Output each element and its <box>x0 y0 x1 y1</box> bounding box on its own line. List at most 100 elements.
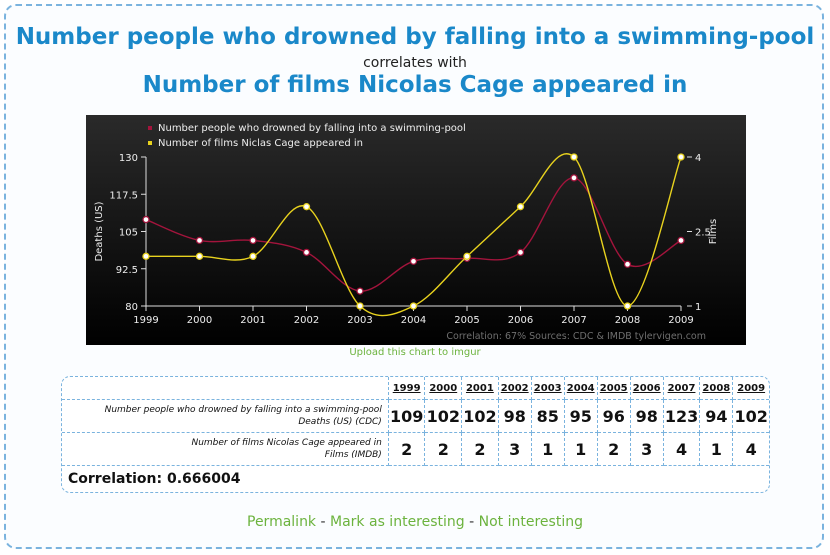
year-header-row: 1999 2000 2001 2002 2003 2004 2005 2006 2007 2008… <box>62 377 769 400</box>
x-tick-label: 2005 <box>454 315 479 326</box>
row-label: Number people who drowned by falling int… <box>62 399 389 433</box>
y2-tick-label: 4 <box>695 153 701 164</box>
table-cell: 96 <box>597 399 631 433</box>
table-cell: 95 <box>564 399 598 433</box>
x-tick-label: 2002 <box>294 315 319 326</box>
title-variable-1: Number people who drowned by falling int… <box>15 24 815 50</box>
table-cell: 1 <box>564 432 598 466</box>
legend-swatch <box>148 126 152 130</box>
table-cell: 3 <box>630 432 664 466</box>
permalink-link[interactable]: Permalink <box>247 514 317 530</box>
row-label: Number of films Nicolas Cage appeared in… <box>62 432 389 466</box>
table-cell: 98 <box>498 399 532 433</box>
year-header-2006: 2006 <box>630 377 664 400</box>
data-point <box>249 252 257 260</box>
x-tick-label: 2009 <box>668 315 693 326</box>
year-header-2008: 2008 <box>699 377 734 400</box>
data-point <box>409 257 418 265</box>
not-interesting-link[interactable]: Not interesting <box>478 514 583 530</box>
data-point <box>570 153 578 161</box>
x-tick-label: 2007 <box>561 315 586 326</box>
data-table: 1999 2000 2001 2002 2003 2004 2005 2006 2007 2008… <box>61 376 770 493</box>
y-tick-label: 92.5 <box>116 265 138 276</box>
data-point <box>623 260 632 268</box>
mark-interesting-link[interactable]: Mark as interesting <box>330 514 465 530</box>
legend-label: Number people who drowned by falling int… <box>158 123 466 134</box>
legend-label: Number of films Niclas Cage appeared in <box>158 138 363 149</box>
table-cell: 1 <box>531 432 565 466</box>
data-point <box>570 174 578 182</box>
link-separator: - <box>320 514 326 530</box>
table-cell: 102 <box>732 399 769 433</box>
table-cell: 123 <box>663 399 701 433</box>
title-variable-2: Number of films Nicolas Cage appeared in <box>142 72 688 98</box>
y-tick-label: 130 <box>119 153 138 164</box>
year-header-2004: 2004 <box>564 377 598 400</box>
table-cell: 102 <box>424 399 463 433</box>
data-point <box>302 248 311 257</box>
y2-tick-label: 1 <box>695 302 701 313</box>
year-header-2001: 2001 <box>461 377 499 400</box>
x-tick-label: 2006 <box>508 315 533 326</box>
data-point <box>249 236 257 245</box>
correlates-with-label: correlates with <box>363 55 467 71</box>
row-sublabel-text: Deaths (US) (CDC) <box>298 417 382 427</box>
table-cell: 2 <box>597 432 631 466</box>
year-header-2007: 2007 <box>663 377 701 400</box>
chart-footer: Correlation: 67% Sources: CDC & IMDB tyl… <box>446 331 706 342</box>
table-row: Number people who drowned by falling int… <box>62 399 769 433</box>
upload-imgur-link[interactable]: Upload this chart to imgur <box>349 347 481 358</box>
year-header-1999: 1999 <box>388 377 426 400</box>
data-point <box>142 252 150 260</box>
table-cell: 98 <box>630 399 664 433</box>
data-point <box>516 248 525 257</box>
x-tick-label: 2008 <box>615 315 640 326</box>
data-point <box>463 252 471 260</box>
data-point <box>409 302 418 310</box>
table-cell: 3 <box>498 432 532 466</box>
chart-background <box>86 115 746 345</box>
y-tick-label: 117.5 <box>109 190 138 201</box>
row-label-text: Number people who drowned by falling int… <box>104 405 382 415</box>
table-cell: 2 <box>388 432 426 466</box>
table-row: Number of films Nicolas Cage appeared in… <box>62 432 769 466</box>
table-cell: 1 <box>699 432 734 466</box>
year-header-2002: 2002 <box>498 377 532 400</box>
y2-tick-label: 2.5 <box>695 228 711 239</box>
data-point <box>195 236 204 245</box>
y-tick-label: 80 <box>125 302 138 313</box>
x-tick-label: 2003 <box>347 315 372 326</box>
y-tick-label: 105 <box>119 228 138 239</box>
year-header-2009: 2009 <box>732 377 769 400</box>
x-tick-label: 2004 <box>401 315 426 326</box>
data-point <box>195 252 204 260</box>
data-point <box>677 236 685 245</box>
data-point <box>142 215 150 224</box>
y-axis-label: Deaths (US) <box>94 201 105 261</box>
correlation-chart: 80 92.5 105 117.5 130 1 2.5 4 1999 2000 2001 2002 20… <box>86 115 746 345</box>
x-tick-label: 1999 <box>133 315 158 326</box>
year-header-2003: 2003 <box>531 377 565 400</box>
x-tick-label: 2000 <box>187 315 212 326</box>
table-cell: 102 <box>461 399 499 433</box>
link-separator: - <box>469 514 475 530</box>
table-cell: 2 <box>424 432 463 466</box>
table-cell: 109 <box>388 399 426 433</box>
year-header-2005: 2005 <box>597 377 631 400</box>
legend-swatch <box>148 141 152 145</box>
row-label-text: Number of films Nicolas Cage appeared in <box>191 438 382 448</box>
table-cell: 4 <box>663 432 701 466</box>
table-cell: 85 <box>531 399 565 433</box>
data-point <box>356 287 364 295</box>
table-corner <box>62 377 389 400</box>
data-point <box>302 203 311 211</box>
table-cell: 2 <box>461 432 499 466</box>
data-point <box>516 203 525 211</box>
table-cell: 94 <box>699 399 734 433</box>
data-point <box>623 302 632 310</box>
year-header-2000: 2000 <box>424 377 463 400</box>
data-point <box>356 302 364 310</box>
data-point <box>677 153 685 161</box>
table-cell: 4 <box>732 432 769 466</box>
correlation-value: Correlation: 0.666004 <box>68 471 241 487</box>
